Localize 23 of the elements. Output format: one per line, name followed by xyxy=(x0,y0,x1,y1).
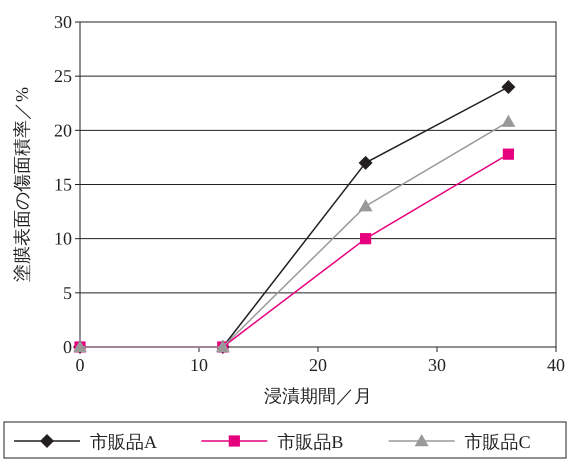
y-tick-label: 25 xyxy=(54,66,72,86)
point xyxy=(501,114,516,127)
legend-label: 市販品A xyxy=(90,432,157,452)
point xyxy=(360,233,372,244)
point xyxy=(501,80,516,94)
x-tick-label: 0 xyxy=(76,355,84,375)
x-tick-label: 30 xyxy=(428,355,446,375)
y-tick-label: 5 xyxy=(63,282,72,303)
y-tick-label: 20 xyxy=(54,120,72,140)
x-tick-label: 10 xyxy=(190,355,208,375)
y-tick-label: 10 xyxy=(54,228,72,249)
y-axis-title: 塗膜表面の傷面積率／% xyxy=(12,87,32,282)
x-tick-label: 20 xyxy=(309,355,327,375)
y-tick-label: 0 xyxy=(63,337,72,357)
y-tick-label: 15 xyxy=(54,174,72,194)
x-tick-label: 40 xyxy=(547,355,565,375)
point xyxy=(358,199,373,212)
point xyxy=(358,156,373,170)
y-tick-label: 30 xyxy=(54,12,72,32)
x-axis-title: 浸漬期間／月 xyxy=(264,386,372,406)
point xyxy=(502,148,514,160)
legend-label: 市販品B xyxy=(277,432,344,452)
legend-label: 市販品C xyxy=(464,432,531,452)
